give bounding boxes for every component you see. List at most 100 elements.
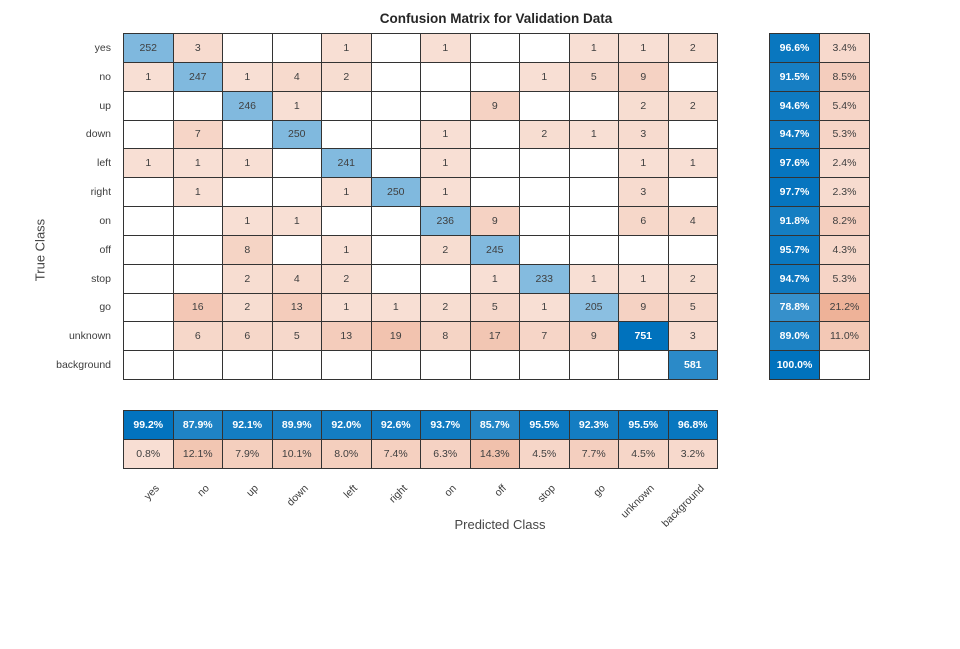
matrix-cell-diagonal: 751	[619, 322, 668, 351]
matrix-cell: 1	[223, 149, 272, 178]
col-summary-cell-error: 6.3%	[421, 440, 470, 468]
matrix-cell	[668, 120, 717, 149]
matrix-cell	[569, 178, 618, 206]
row-summary-cell-correct: 78.8%	[770, 293, 819, 322]
matrix-cell	[668, 62, 717, 91]
matrix-cell: 1	[173, 178, 222, 206]
matrix-cell	[569, 149, 618, 178]
x-axis-label: Predicted Class	[454, 517, 546, 532]
y-tick-label: background	[56, 359, 111, 372]
matrix-cell	[569, 351, 618, 379]
matrix-cell: 16	[173, 293, 222, 322]
col-summary-cell-error: 7.9%	[223, 440, 272, 468]
row-summary-cell-correct: 97.7%	[770, 178, 819, 206]
col-summary-cell-error: 14.3%	[470, 440, 519, 468]
matrix-cell	[272, 149, 321, 178]
y-tick-label: stop	[91, 272, 111, 285]
matrix-cell: 1	[322, 178, 371, 206]
matrix-cell	[272, 235, 321, 264]
matrix-cell: 17	[470, 322, 519, 351]
col-summary-cell-error: 10.1%	[272, 440, 321, 468]
matrix-cell: 13	[322, 322, 371, 351]
y-tick-label: up	[99, 99, 111, 112]
matrix-cell: 1	[619, 34, 668, 62]
col-summary-cell-error: 12.1%	[173, 440, 222, 468]
y-tick-label: unknown	[68, 330, 111, 343]
matrix-cell: 1	[569, 264, 618, 293]
row-summary-cell-error: 5.3%	[820, 120, 869, 149]
matrix-cell	[173, 207, 222, 235]
row-summary-cell-error: 5.4%	[820, 91, 869, 120]
y-tick-label: go	[99, 301, 111, 314]
y-tick-label: yes	[94, 41, 111, 54]
matrix-cell	[520, 207, 569, 235]
matrix-cell	[470, 34, 519, 62]
matrix-cell	[322, 351, 371, 379]
col-summary-cell-correct: 95.5%	[520, 411, 569, 439]
col-summary-cell-error: 7.4%	[371, 440, 420, 468]
row-summary-cell-correct: 94.7%	[770, 264, 819, 293]
row-summary-cell-error	[820, 351, 869, 379]
col-summary-cell-correct: 92.3%	[569, 411, 618, 439]
matrix-cell	[520, 351, 569, 379]
matrix-cell: 1	[124, 149, 173, 178]
row-summary-cell-error: 2.4%	[820, 149, 869, 178]
matrix-cell	[520, 178, 569, 206]
matrix-cell: 6	[619, 207, 668, 235]
col-summary-cell-correct: 93.7%	[421, 411, 470, 439]
row-summary-cell-correct: 89.0%	[770, 322, 819, 351]
matrix-cell: 5	[569, 62, 618, 91]
matrix-cell	[371, 120, 420, 149]
matrix-cell: 1	[272, 207, 321, 235]
matrix-cell: 2	[322, 62, 371, 91]
matrix-cell: 1	[322, 293, 371, 322]
matrix-cell-diagonal: 247	[173, 62, 222, 91]
matrix-cell: 1	[223, 207, 272, 235]
y-tick-label: no	[99, 70, 111, 83]
col-summary-cell-correct: 95.5%	[619, 411, 668, 439]
matrix-cell	[371, 34, 420, 62]
col-summary-cell-correct: 89.9%	[272, 411, 321, 439]
matrix-cell: 6	[223, 322, 272, 351]
matrix-cell: 9	[470, 207, 519, 235]
matrix-cell-diagonal: 233	[520, 264, 569, 293]
matrix-cell-diagonal: 250	[371, 178, 420, 206]
confusion-matrix-figure: Confusion Matrix for Validation Data Tru…	[33, 11, 870, 532]
y-tick-label: off	[99, 243, 111, 256]
matrix-cell-diagonal: 250	[272, 120, 321, 149]
matrix-cell	[371, 62, 420, 91]
matrix-cell: 3	[619, 120, 668, 149]
matrix-cell	[173, 235, 222, 264]
matrix-cell	[272, 351, 321, 379]
matrix-cell	[223, 34, 272, 62]
matrix-cell: 1	[421, 34, 470, 62]
matrix-cell-diagonal: 241	[322, 149, 371, 178]
chart-title: Confusion Matrix for Validation Data	[379, 11, 613, 26]
matrix-cell	[322, 207, 371, 235]
matrix-cell-diagonal: 236	[421, 207, 470, 235]
matrix-cell	[223, 178, 272, 206]
row-summary-cell-correct: 97.6%	[770, 149, 819, 178]
col-summary-cell-error: 3.2%	[668, 440, 717, 468]
matrix-cell	[668, 178, 717, 206]
matrix-cell	[124, 91, 173, 120]
matrix-cell	[421, 91, 470, 120]
matrix-cell	[322, 91, 371, 120]
matrix-cell: 1	[569, 34, 618, 62]
matrix-cell	[668, 235, 717, 264]
matrix-cell	[124, 351, 173, 379]
row-summary-cell-error: 21.2%	[820, 293, 869, 322]
matrix-cell	[371, 149, 420, 178]
matrix-cell: 1	[520, 62, 569, 91]
col-summary-cell-correct: 85.7%	[470, 411, 519, 439]
matrix-cell	[371, 351, 420, 379]
matrix-cell: 5	[470, 293, 519, 322]
matrix-cell: 1	[421, 149, 470, 178]
row-summary-cell-correct: 95.7%	[770, 235, 819, 264]
matrix-cell-diagonal: 205	[569, 293, 618, 322]
matrix-cell: 2	[223, 293, 272, 322]
matrix-cell-diagonal: 581	[668, 351, 717, 379]
matrix-cell: 8	[223, 235, 272, 264]
matrix-cell: 1	[668, 149, 717, 178]
matrix-cell	[223, 351, 272, 379]
